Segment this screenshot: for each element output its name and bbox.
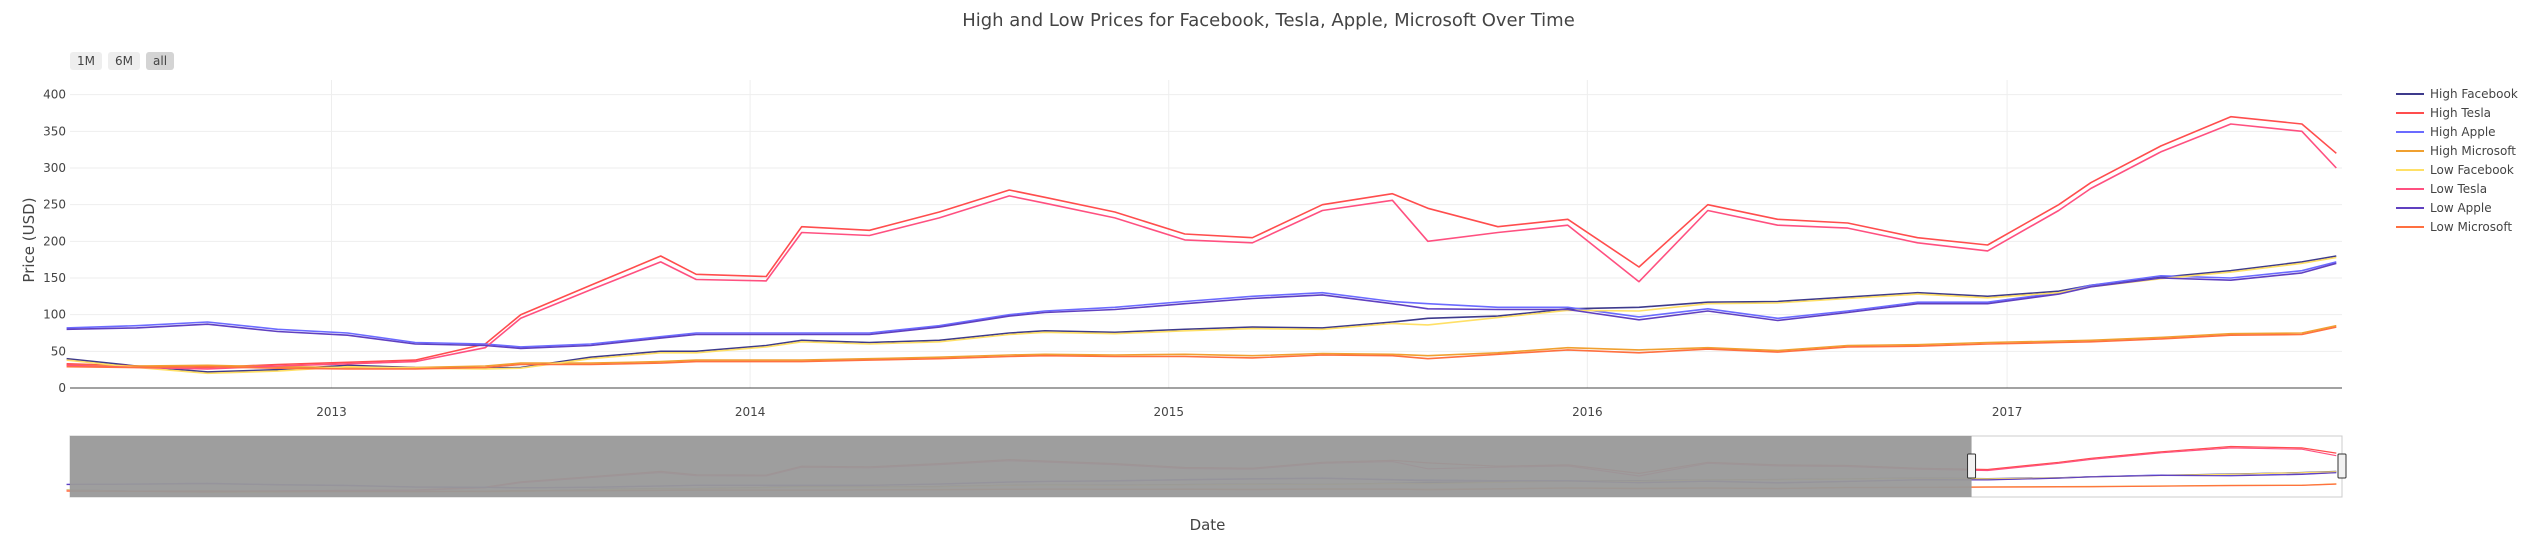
legend-label: High Tesla — [2430, 106, 2491, 120]
x-tick-label: 2015 — [1153, 405, 1184, 419]
legend-label: Low Apple — [2430, 201, 2492, 215]
y-tick-label: 0 — [58, 381, 66, 395]
legend-label: High Facebook — [2430, 87, 2518, 101]
legend-swatch — [2396, 150, 2424, 152]
legend-swatch — [2396, 131, 2424, 133]
legend-label: High Microsoft — [2430, 144, 2516, 158]
y-tick-label: 50 — [51, 344, 66, 358]
legend-label: Low Facebook — [2430, 163, 2514, 177]
legend-swatch — [2396, 207, 2424, 209]
x-tick-label: 2014 — [735, 405, 766, 419]
x-tick-label: 2013 — [316, 405, 347, 419]
legend-item[interactable]: Low Tesla — [2396, 179, 2518, 198]
legend-label: Low Tesla — [2430, 182, 2487, 196]
legend-item[interactable]: Low Microsoft — [2396, 217, 2518, 236]
y-tick-label: 250 — [43, 198, 66, 212]
legend-swatch — [2396, 93, 2424, 95]
legend-item[interactable]: Low Apple — [2396, 198, 2518, 217]
legend-item[interactable]: High Facebook — [2396, 84, 2518, 103]
y-tick-label: 100 — [43, 308, 66, 322]
y-tick-label: 200 — [43, 234, 66, 248]
legend-label: High Apple — [2430, 125, 2496, 139]
series-line-low-tesla — [67, 124, 2337, 369]
y-tick-label: 400 — [43, 88, 66, 102]
y-tick-label: 350 — [43, 124, 66, 138]
range-slider[interactable] — [67, 436, 2346, 497]
legend-item[interactable]: High Apple — [2396, 122, 2518, 141]
legend-swatch — [2396, 112, 2424, 114]
legend-item[interactable]: Low Facebook — [2396, 160, 2518, 179]
range-selector: 1M 6M all — [70, 52, 174, 70]
legend-swatch — [2396, 188, 2424, 190]
range-button-all[interactable]: all — [146, 52, 174, 70]
chart-legend: High Facebook High Tesla High Apple High Mi… — [2396, 84, 2518, 236]
range-slider-handle-left[interactable] — [1968, 454, 1976, 478]
x-tick-label: 2016 — [1572, 405, 1603, 419]
legend-swatch — [2396, 226, 2424, 228]
y-axis-label: Price (USD) — [20, 197, 38, 282]
x-axis-label: Date — [0, 516, 2415, 534]
series-line-low-apple — [67, 263, 2337, 348]
x-tick-label: 2017 — [1992, 405, 2023, 419]
range-slider-mask — [70, 436, 1972, 497]
legend-item[interactable]: High Microsoft — [2396, 141, 2518, 160]
range-button-1m[interactable]: 1M — [70, 52, 102, 70]
chart-title: High and Low Prices for Facebook, Tesla,… — [0, 10, 2537, 31]
y-tick-label: 300 — [43, 161, 66, 175]
y-tick-label: 150 — [43, 271, 66, 285]
legend-label: Low Microsoft — [2430, 220, 2512, 234]
range-button-6m[interactable]: 6M — [108, 52, 140, 70]
series-line-high-apple — [67, 262, 2337, 347]
legend-swatch — [2396, 169, 2424, 171]
series-line-low-facebook — [67, 258, 2337, 374]
legend-item[interactable]: High Tesla — [2396, 103, 2518, 122]
range-slider-handle-right[interactable] — [2338, 454, 2346, 478]
